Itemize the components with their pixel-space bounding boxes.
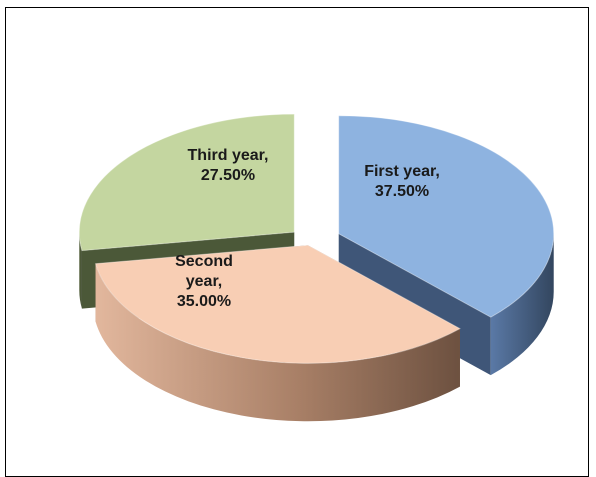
slice-top-0 (338, 115, 555, 318)
pie-chart: First year, 37.50% Second year, 35.00% Third … (78, 113, 555, 422)
data-label-2-line-0: Third year, (188, 147, 269, 164)
data-label-1-line-2: 35.00% (177, 293, 231, 310)
slice-side-1-0 (95, 263, 460, 422)
data-label-1-line-0: Second (175, 253, 233, 270)
slice-top-1 (94, 244, 461, 364)
slice-side-2-0 (79, 232, 82, 309)
data-label-0-line-0: First year, (364, 163, 440, 180)
data-label-1: Second year, 35.00% (175, 253, 233, 310)
pie-slice-second-year (94, 244, 461, 422)
slice-top-2 (78, 113, 295, 252)
chart-area: First year, 37.50% Second year, 35.00% Third … (5, 7, 589, 477)
data-label-0: First year, 37.50% (364, 163, 440, 200)
slice-side-0-0 (490, 233, 554, 376)
data-label-0-line-1: 37.50% (375, 183, 429, 200)
data-label-1-line-1: year, (186, 273, 222, 290)
data-label-2: Third year, 27.50% (188, 147, 269, 184)
data-label-2-line-1: 27.50% (201, 167, 255, 184)
